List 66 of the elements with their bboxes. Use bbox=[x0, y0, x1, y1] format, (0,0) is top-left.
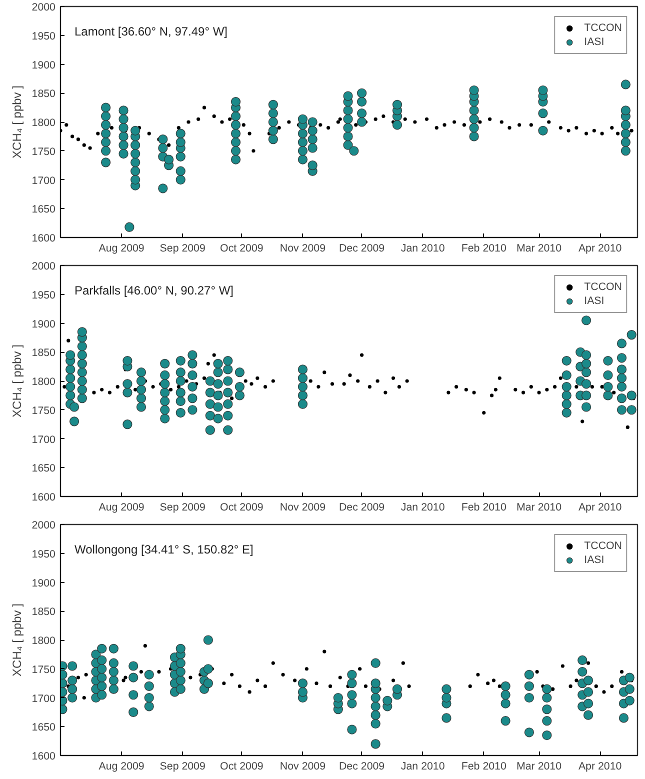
x-tick-label: Apr 2010 bbox=[578, 242, 622, 254]
y-tick-label: 2000 bbox=[32, 2, 56, 14]
y-axis-title: XCH₄ [ ppbv ] bbox=[10, 604, 24, 676]
x-tick-label: Dec 2009 bbox=[338, 502, 385, 514]
y-tick-label: 1900 bbox=[32, 59, 56, 72]
x-tick-label: Oct 2009 bbox=[220, 242, 264, 254]
y-tick-label: 1700 bbox=[32, 692, 56, 705]
x-tick-label: Feb 2010 bbox=[461, 242, 506, 254]
y-axis-title: XCH₄ [ ppbv ] bbox=[10, 86, 24, 158]
y-tick-label: 1750 bbox=[32, 664, 56, 676]
y-tick-label: 1600 bbox=[32, 492, 56, 504]
x-tick-label: Dec 2009 bbox=[338, 242, 385, 254]
legend-label: IASI bbox=[584, 35, 604, 49]
x-tick-label: Apr 2010 bbox=[578, 502, 622, 514]
y-tick-label: 1950 bbox=[32, 548, 56, 560]
y-tick-label: 1800 bbox=[32, 117, 56, 129]
text: Lamont [36.60° N, 97.49° W] bbox=[74, 24, 228, 38]
y-tick-label: 1650 bbox=[32, 462, 56, 475]
x-tick-label: Mar 2010 bbox=[516, 760, 562, 772]
y-axis-title: XCH₄ [ ppbv ] bbox=[10, 344, 24, 418]
legend-label: IASI bbox=[584, 553, 604, 567]
x-tick-label: Sep 2009 bbox=[160, 760, 206, 772]
text: Parkfalls [46.00° N, 90.27° W] bbox=[74, 284, 234, 298]
y-tick-label: 1750 bbox=[32, 146, 56, 158]
x-tick-label: Nov 2009 bbox=[280, 760, 326, 772]
x-tick-label: Dec 2009 bbox=[338, 760, 385, 772]
y-tick-label: 1800 bbox=[32, 635, 56, 647]
legend-label: TCCON bbox=[584, 539, 622, 553]
x-tick-label: Sep 2009 bbox=[160, 242, 206, 254]
x-tick-label: Nov 2009 bbox=[280, 502, 326, 514]
x-tick-label: Feb 2010 bbox=[461, 760, 506, 772]
legend-label: TCCON bbox=[584, 280, 622, 294]
text: Wollongong [34.41° S, 150.82° E] bbox=[74, 542, 254, 556]
y-tick-label: 1700 bbox=[32, 174, 56, 187]
x-tick-label: Jan 2010 bbox=[400, 502, 445, 514]
x-tick-label: Mar 2010 bbox=[516, 502, 562, 514]
y-tick-label: 1650 bbox=[32, 722, 56, 734]
x-tick-label: Jan 2010 bbox=[400, 242, 445, 254]
x-tick-label: Jan 2010 bbox=[400, 760, 445, 772]
y-tick-label: 1750 bbox=[32, 404, 56, 417]
x-tick-label: Oct 2009 bbox=[220, 502, 264, 514]
legend-label: TCCON bbox=[584, 21, 622, 35]
y-tick-label: 1950 bbox=[32, 30, 56, 42]
y-tick-label: 1800 bbox=[32, 376, 56, 388]
x-tick-label: Feb 2010 bbox=[461, 502, 506, 514]
y-tick-label: 1700 bbox=[32, 434, 56, 446]
y-tick-label: 1600 bbox=[32, 750, 56, 762]
y-tick-label: 1950 bbox=[32, 289, 56, 302]
x-tick-label: Mar 2010 bbox=[516, 242, 562, 254]
y-tick-label: 1900 bbox=[32, 318, 56, 330]
x-tick-label: Aug 2009 bbox=[98, 502, 144, 514]
x-tick-label: Aug 2009 bbox=[98, 760, 144, 772]
y-tick-label: 1850 bbox=[32, 347, 56, 360]
x-tick-label: Sep 2009 bbox=[160, 502, 206, 514]
y-tick-label: 1850 bbox=[32, 88, 56, 100]
x-tick-label: Aug 2009 bbox=[98, 242, 144, 254]
x-tick-label: Apr 2010 bbox=[578, 760, 622, 772]
x-tick-label: Oct 2009 bbox=[220, 760, 264, 772]
y-tick-label: 1900 bbox=[32, 577, 56, 590]
y-tick-label: 1600 bbox=[32, 232, 56, 244]
y-tick-label: 1850 bbox=[32, 606, 56, 618]
x-tick-label: Nov 2009 bbox=[280, 242, 326, 254]
y-tick-label: 1650 bbox=[32, 204, 56, 216]
legend-label: IASI bbox=[584, 294, 604, 308]
y-tick-label: 2000 bbox=[32, 520, 56, 532]
y-tick-label: 2000 bbox=[32, 260, 56, 272]
